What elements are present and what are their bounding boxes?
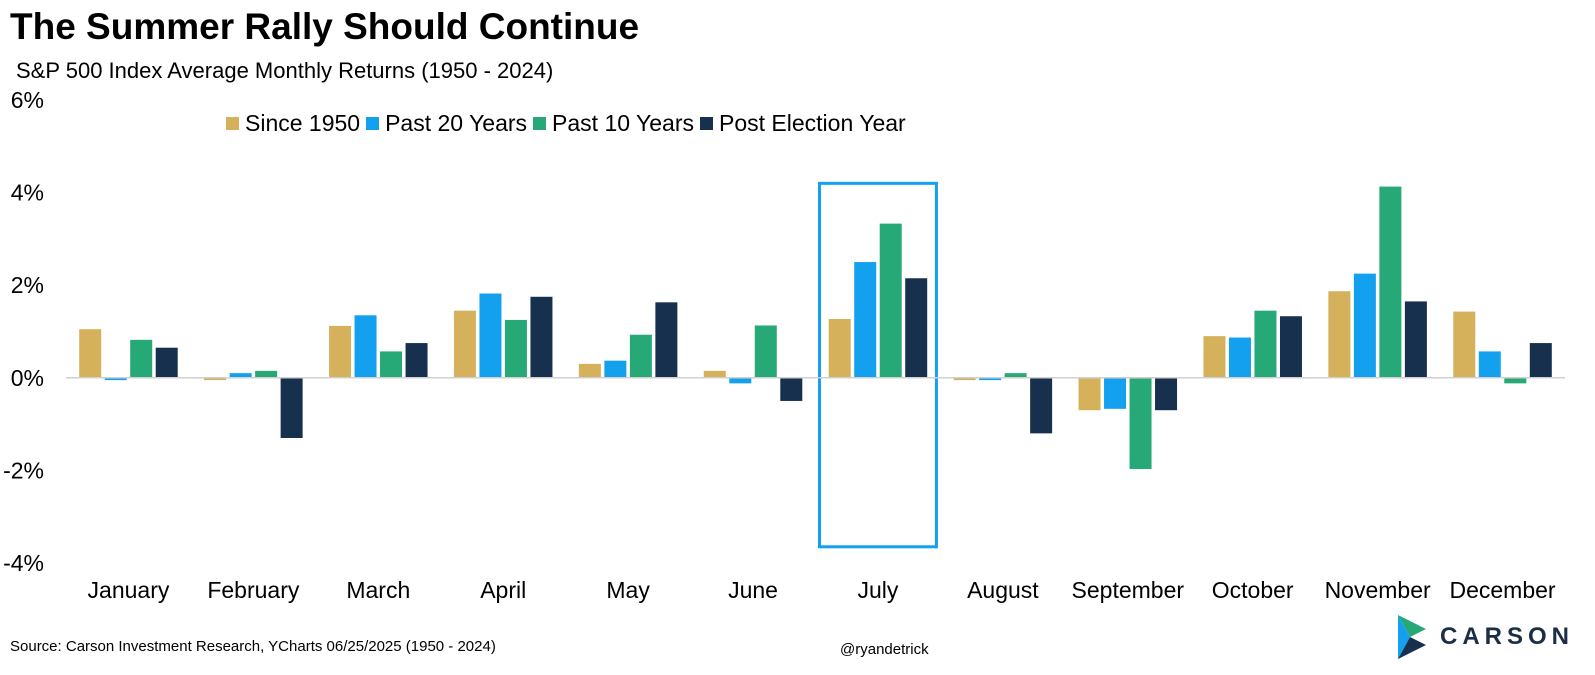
x-category-label-june: June (728, 577, 778, 603)
bar-july-past-20-years (854, 262, 877, 378)
legend-label-since-1950: Since 1950 (245, 110, 361, 136)
legend-label-post-election-year: Post Election Year (719, 110, 906, 136)
bar-december-past-20-years (1478, 351, 1501, 378)
x-category-label-march: March (346, 577, 410, 603)
bar-april-past-20-years (479, 293, 502, 378)
legend: Since 1950 Past 20 Years Past 10 Years P… (226, 110, 912, 137)
bar-october-past-10-years (1254, 310, 1277, 378)
bar-october-since-1950 (1203, 336, 1226, 378)
x-category-label-october: October (1212, 577, 1294, 603)
bar-december-since-1950 (1453, 311, 1476, 378)
bar-march-since-1950 (329, 325, 352, 378)
legend-label-past-10-years: Past 10 Years (552, 110, 694, 136)
bar-may-post-election-year (655, 302, 678, 378)
bar-july-post-election-year (905, 278, 928, 378)
carson-logo: CARSON (1396, 613, 1569, 661)
legend-item-since-1950: Since 1950 (226, 110, 360, 137)
bar-june-past-20-years (729, 377, 752, 384)
bar-july-past-10-years (879, 223, 902, 378)
legend-label-past-20-years: Past 20 Years (385, 110, 528, 136)
legend-swatch-past-10-years (533, 117, 547, 130)
bar-october-past-20-years (1228, 337, 1251, 378)
legend-item-past-10-years: Past 10 Years (533, 110, 694, 137)
y-tick-label: 4% (11, 180, 44, 206)
author-handle: @ryandetrick (840, 641, 929, 658)
bar-january-since-1950 (79, 329, 102, 378)
bar-may-past-20-years (604, 360, 627, 378)
bar-march-past-10-years (380, 351, 403, 378)
bar-september-past-20-years (1104, 377, 1127, 409)
bar-june-since-1950 (703, 370, 726, 378)
legend-swatch-post-election-year (700, 117, 713, 130)
x-category-label-may: May (606, 577, 650, 603)
bar-august-past-10-years (1004, 373, 1027, 378)
y-tick-label: -4% (3, 550, 44, 576)
legend-swatch-past-20-years (366, 117, 380, 130)
carson-logo-text: CARSON (1440, 623, 1575, 650)
chart-title: The Summer Rally Should Continue (10, 6, 640, 47)
bar-december-post-election-year (1529, 343, 1552, 378)
bar-june-past-10-years (754, 325, 777, 378)
chart-subtitle: S&P 500 Index Average Monthly Returns (1… (16, 58, 554, 83)
bar-january-past-20-years (104, 377, 127, 381)
bar-may-past-10-years (629, 334, 652, 378)
bar-june-post-election-year (780, 377, 803, 401)
x-category-label-january: January (88, 577, 170, 603)
bar-march-past-20-years (354, 315, 377, 378)
bar-april-past-10-years (504, 319, 527, 378)
bar-august-past-20-years (979, 377, 1002, 381)
x-category-label-april: April (480, 577, 526, 603)
bar-august-post-election-year (1030, 377, 1053, 434)
bar-august-since-1950 (953, 377, 976, 381)
bar-september-post-election-year (1155, 377, 1178, 411)
source-note: Source: Carson Investment Research, YCha… (10, 638, 496, 655)
carson-logo-icon (1398, 615, 1426, 659)
bar-may-since-1950 (578, 363, 601, 378)
bar-september-past-10-years (1129, 377, 1152, 470)
y-tick-label: 0% (11, 365, 44, 391)
bar-november-post-election-year (1404, 301, 1427, 378)
bar-november-since-1950 (1328, 291, 1351, 378)
legend-item-post-election-year: Post Election Year (700, 110, 906, 137)
x-category-label-november: November (1325, 577, 1431, 603)
x-category-label-september: September (1072, 577, 1185, 603)
bar-november-past-20-years (1353, 273, 1376, 378)
bar-january-past-10-years (130, 339, 153, 378)
bar-november-past-10-years (1379, 186, 1402, 378)
bar-february-past-20-years (229, 373, 252, 378)
legend-item-past-20-years: Past 20 Years (366, 110, 527, 137)
bar-january-post-election-year (155, 347, 178, 378)
y-tick-label: -2% (3, 457, 44, 483)
bar-july-since-1950 (828, 318, 851, 378)
bar-february-since-1950 (204, 377, 227, 381)
y-tick-label: 6% (11, 87, 44, 113)
bar-april-since-1950 (453, 310, 476, 378)
bar-february-past-10-years (255, 370, 278, 378)
bar-october-post-election-year (1279, 316, 1302, 378)
highlight-box (818, 181, 938, 549)
bar-december-past-10-years (1504, 377, 1527, 384)
x-category-label-july: July (858, 577, 899, 603)
legend-swatch-since-1950 (226, 117, 239, 130)
bar-april-post-election-year (530, 296, 553, 378)
bar-march-post-election-year (405, 343, 428, 378)
x-category-label-august: August (967, 577, 1039, 603)
bar-september-since-1950 (1078, 377, 1101, 411)
x-category-label-february: February (207, 577, 300, 603)
x-category-label-december: December (1449, 577, 1555, 603)
bar-february-post-election-year (280, 377, 303, 438)
y-tick-label: 2% (11, 272, 44, 298)
